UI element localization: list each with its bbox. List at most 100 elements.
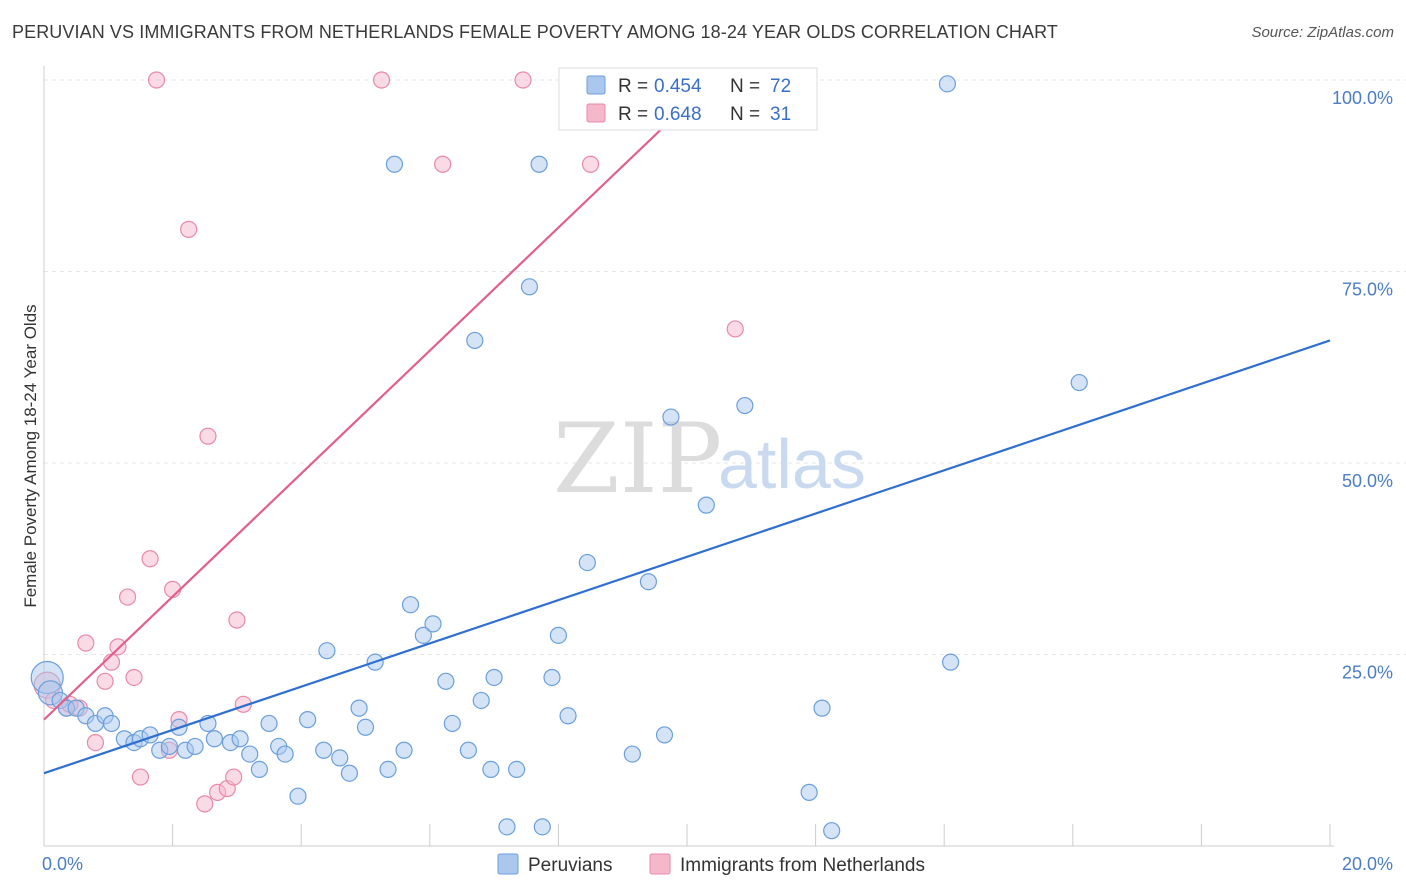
peruvians-point-58 — [623, 745, 641, 763]
peruvians-point-61 — [662, 408, 680, 426]
watermark-zip: ZIP — [553, 403, 722, 515]
watermark-atlas: atlas — [718, 425, 866, 503]
peruvians-point-31 — [331, 749, 349, 767]
bottom-legend-swatch-peruvians — [497, 853, 519, 875]
immigrants-point-17 — [180, 220, 198, 238]
immigrants-point-11 — [131, 768, 150, 786]
correlation-legend: R = 0.454 N = 72 R = 0.648 N = 31 — [558, 67, 818, 131]
peruvians-point-39 — [401, 596, 420, 614]
immigrants-point-4 — [77, 634, 95, 652]
peruvians-point-65 — [813, 699, 831, 717]
peruvians-point-54 — [543, 668, 561, 687]
immigrants-point-27 — [514, 71, 532, 89]
immigrants-point-23 — [228, 611, 246, 629]
y-tick-label-3: 25.0% — [1342, 663, 1393, 683]
legend-r-label-2: R = — [618, 104, 648, 125]
legend-r-label-1: R = — [618, 76, 648, 97]
immigrants-point-8 — [109, 638, 127, 656]
immigrants-point-9 — [118, 588, 137, 606]
legend-r-value-2: 0.648 — [654, 104, 702, 125]
bottom-legend-label-immigrants: Immigrants from Netherlands — [680, 855, 925, 876]
bottom-legend-swatch-immigrants — [649, 853, 671, 875]
peruvians-point-8 — [102, 714, 121, 733]
peruvians-point-60 — [655, 726, 674, 744]
y-axis-label: Female Poverty Among 18-24 Year Olds — [21, 304, 40, 607]
peruvians-point-50 — [508, 760, 526, 779]
peruvians-point-48 — [485, 668, 503, 687]
legend-swatch-peruvians — [586, 75, 606, 95]
peruvians-point-59 — [639, 573, 658, 591]
peruvians-point-19 — [205, 730, 223, 748]
peruvians-point-37 — [385, 155, 404, 173]
immigrants-point-12 — [141, 550, 159, 568]
immigrants-point-13 — [147, 71, 166, 89]
peruvians-point-64 — [800, 783, 818, 801]
peruvians-point-62 — [697, 496, 715, 514]
immigrants-point-29 — [726, 320, 744, 338]
immigrants-point-28 — [581, 155, 600, 173]
chart-title: PERUVIAN VS IMMIGRANTS FROM NETHERLANDS … — [12, 22, 1058, 42]
peruvians-point-49 — [498, 818, 516, 836]
peruvians-point-55 — [549, 626, 568, 644]
peruvians-point-66 — [823, 822, 841, 840]
x-tick-labels: 0.0% 20.0% — [42, 854, 1393, 874]
series-peruvians-points — [30, 75, 1088, 840]
immigrants-point-22 — [225, 768, 243, 786]
peruvians-point-45 — [466, 331, 484, 350]
legend-n-label-2: N = — [730, 104, 760, 125]
peruvians-point-28 — [299, 711, 317, 729]
peruvians-point-69 — [1070, 373, 1088, 392]
peruvians-point-27 — [289, 787, 307, 805]
peruvians-point-14 — [160, 737, 178, 756]
peruvians-point-42 — [437, 672, 455, 690]
peruvians-point-44 — [459, 741, 477, 759]
immigrants-point-18 — [196, 795, 214, 813]
peruvians-point-68 — [942, 653, 960, 671]
legend-n-value-2: 31 — [770, 104, 791, 125]
series-legend: Peruvians Immigrants from Netherlands — [497, 853, 925, 876]
peruvians-point-57 — [578, 553, 596, 572]
legend-r-value-1: 0.454 — [654, 76, 702, 97]
peruvians-point-41 — [424, 615, 442, 633]
peruvians-point-63 — [736, 396, 754, 415]
peruvians-point-32 — [340, 764, 359, 782]
immigrants-point-6 — [96, 672, 114, 690]
legend-n-label-1: N = — [730, 76, 760, 97]
peruvians-point-29 — [315, 741, 333, 759]
bottom-legend-label-peruvians: Peruvians — [528, 855, 613, 876]
peruvians-point-33 — [350, 699, 368, 717]
peruvians-point-36 — [379, 760, 397, 779]
peruvians-point-24 — [260, 714, 278, 733]
peruvians-point-52 — [530, 155, 548, 173]
chart-source: Source: ZipAtlas.com — [1251, 24, 1394, 41]
peruvians-point-46 — [472, 691, 490, 710]
peruvians-point-43 — [443, 714, 461, 733]
peruvians-point-22 — [241, 745, 259, 763]
peruvians-point-56 — [559, 707, 577, 725]
immigrants-point-15 — [164, 580, 182, 598]
y-tick-label-1: 75.0% — [1342, 280, 1393, 300]
gridlines — [44, 79, 1406, 655]
peruvians-point-34 — [356, 718, 375, 736]
y-tick-label-2: 50.0% — [1342, 471, 1393, 491]
immigrants-point-25 — [372, 71, 391, 89]
immigrants-point-19 — [199, 427, 217, 445]
legend-n-value-1: 72 — [770, 76, 791, 97]
peruvians-point-26 — [276, 745, 294, 763]
immigrants-point-7 — [102, 653, 121, 671]
peruvians-point-21 — [231, 730, 249, 748]
x-tick-label-0: 0.0% — [42, 854, 83, 874]
y-tick-labels: 100.0% 75.0% 50.0% 25.0% — [1332, 88, 1393, 683]
immigrants-point-26 — [434, 155, 452, 173]
immigrants-trend-line — [43, 79, 714, 721]
peruvians-point-38 — [395, 741, 413, 759]
axes — [43, 66, 1334, 847]
peruvians-point-53 — [533, 818, 551, 836]
peruvians-point-17 — [186, 737, 204, 756]
immigrants-point-5 — [86, 733, 105, 752]
y-tick-label-0: 100.0% — [1332, 88, 1393, 108]
trend-lines — [43, 79, 1331, 775]
peruvians-point-51 — [520, 278, 539, 296]
legend-swatch-immigrants — [586, 103, 606, 123]
